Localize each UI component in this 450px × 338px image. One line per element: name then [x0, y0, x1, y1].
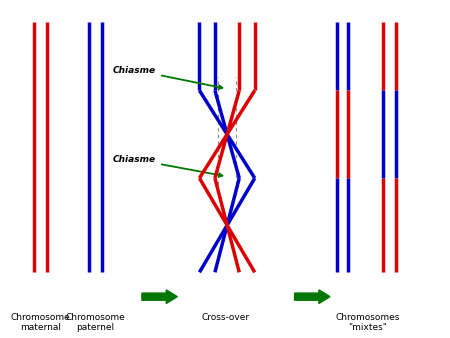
Text: Chromosome
maternal: Chromosome maternal — [10, 313, 70, 332]
Text: Chiasme: Chiasme — [113, 155, 222, 177]
Text: Cross-over: Cross-over — [202, 313, 250, 322]
Text: Chromosome
paternel: Chromosome paternel — [66, 313, 126, 332]
Text: Chromosomes
"mixtes": Chromosomes "mixtes" — [335, 313, 400, 332]
Text: Chiasme: Chiasme — [113, 66, 222, 89]
FancyArrow shape — [295, 290, 330, 304]
FancyArrow shape — [142, 290, 177, 304]
